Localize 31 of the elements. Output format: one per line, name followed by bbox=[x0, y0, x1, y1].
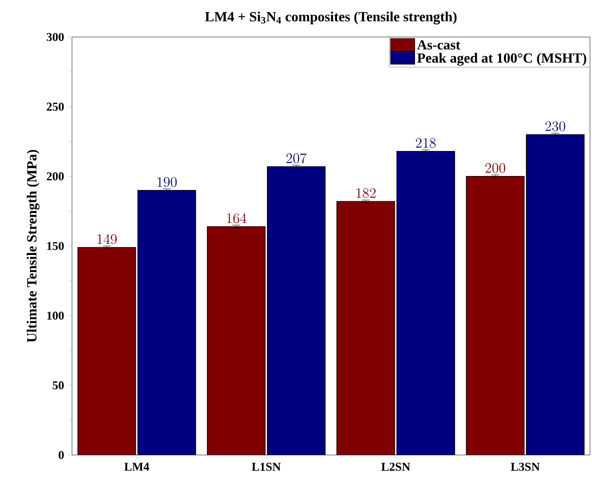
x-tick-label: L1SN bbox=[252, 462, 281, 471]
x-tick-label: LM4 bbox=[124, 462, 150, 471]
data-label: 164 bbox=[227, 213, 246, 224]
bar bbox=[138, 190, 196, 455]
y-tick-label: 50 bbox=[52, 381, 64, 390]
chart-title: LM4 + Si$_{3}$N$_{4}$ composites (Tensile strength) bbox=[205, 12, 457, 24]
data-label: 230 bbox=[545, 121, 566, 132]
data-label: 200 bbox=[485, 163, 506, 174]
y-tick-label: 200 bbox=[46, 172, 64, 180]
bar bbox=[526, 134, 585, 455]
bar bbox=[336, 201, 395, 455]
bar bbox=[267, 166, 326, 455]
data-label: 190 bbox=[158, 177, 177, 187]
y-tick-label: 250 bbox=[46, 102, 64, 111]
x-tick-label: L3SN bbox=[510, 462, 540, 471]
bar bbox=[207, 226, 266, 455]
x-tick-label: L2SN bbox=[381, 462, 410, 471]
y-tick-label: 150 bbox=[47, 242, 64, 250]
y-tick-label: 100 bbox=[47, 312, 64, 320]
data-label: 182 bbox=[356, 188, 376, 198]
y-axis-title: Ultimate Tensile Strength (MPa) bbox=[26, 150, 40, 342]
data-label: 149 bbox=[98, 234, 117, 244]
legend-label: Peak aged at 100°C (MSHT) bbox=[417, 52, 586, 66]
bar bbox=[78, 247, 136, 455]
y-tick-label: 0 bbox=[58, 450, 64, 460]
data-label: 207 bbox=[286, 153, 307, 164]
data-label: 218 bbox=[416, 138, 436, 148]
bar bbox=[466, 176, 525, 455]
bar bbox=[396, 151, 455, 455]
legend-label: As-cast bbox=[417, 40, 460, 50]
y-tick-label: 300 bbox=[46, 32, 64, 42]
